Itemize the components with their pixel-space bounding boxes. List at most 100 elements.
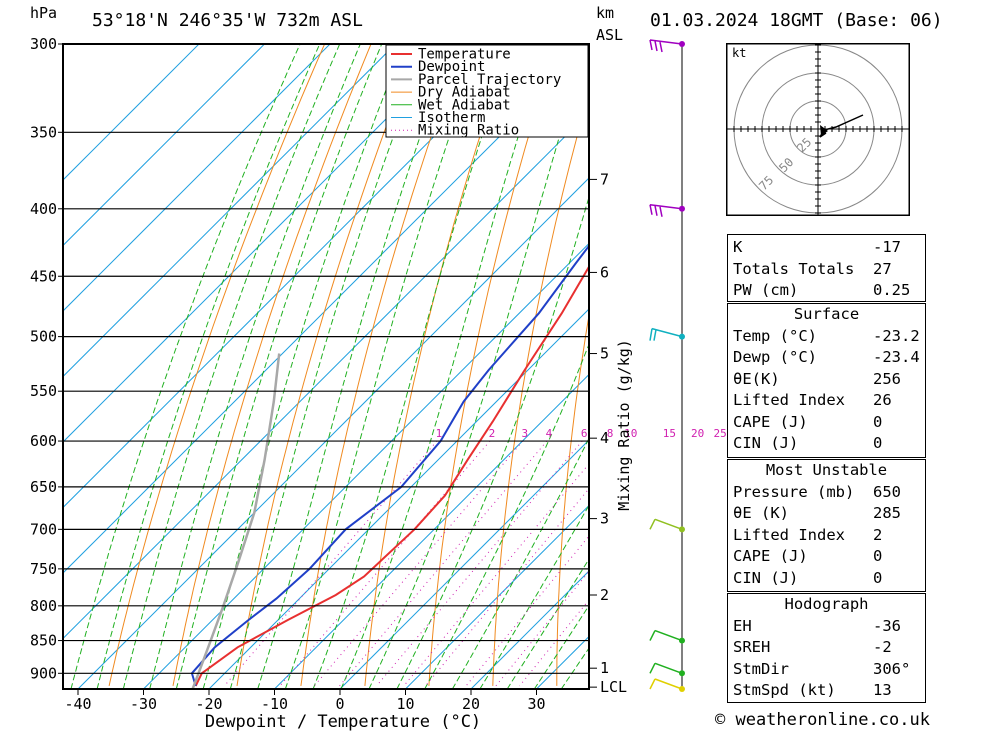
hodograph_params-key: SREH <box>733 638 771 656</box>
mixing-ratio-label: 8 <box>607 427 614 440</box>
isotherm-line <box>77 177 589 689</box>
mixing-ratio-line <box>313 440 524 687</box>
hodograph-unit: kt <box>732 46 746 60</box>
indices-key: Totals Totals <box>733 259 855 278</box>
wind-barb <box>649 662 683 675</box>
hodograph_params-key: StmDir <box>733 659 789 678</box>
wind-barb <box>649 678 683 690</box>
wet-adiabat-line <box>96 44 321 689</box>
most-unstable-title: Most Unstable <box>765 461 888 479</box>
dry-adiabat-line <box>961 44 1000 686</box>
pressure-tick-label: 500 <box>30 328 57 346</box>
surface-row: Lifted Index 26 <box>728 390 925 412</box>
mixing-ratio-label: 10 <box>624 427 637 440</box>
legend-entry: Temperature <box>418 47 511 63</box>
most-unstable-box: Most Unstable Pressure (mb) 650 θE (K) 285 L… <box>727 459 926 592</box>
wind-barb <box>649 518 683 531</box>
surface-value: 256 <box>873 369 901 388</box>
series-dewpoint <box>190 244 589 687</box>
legend-entry: Mixing Ratio <box>418 123 519 139</box>
surface-key: Lifted Index <box>733 391 845 409</box>
plot-frame <box>62 43 590 690</box>
legend-box <box>385 44 589 138</box>
most_unstable-key: Pressure (mb) <box>733 482 855 501</box>
datetime-title: 01.03.2024 18GMT (Base: 06) <box>650 10 943 31</box>
isotherm-line <box>63 44 527 509</box>
wind-barb <box>649 204 683 217</box>
temp-tick-label: 20 <box>462 695 480 713</box>
temp-tick-label: -40 <box>64 695 91 713</box>
hodograph_params-row: SREH -2 <box>728 637 925 659</box>
hodograph_params-value: -36 <box>873 616 901 635</box>
most_unstable-key: CIN (J) <box>733 568 799 587</box>
surface-row: CAPE (J) 0 <box>728 412 925 434</box>
pressure-tick-label: 850 <box>30 632 57 650</box>
pressure-tick-label: 450 <box>30 267 57 285</box>
wet-adiabat-line <box>257 44 455 689</box>
indices-key: PW (cm) <box>733 281 799 299</box>
hodograph_params-row: StmDir 306° <box>728 659 925 681</box>
hodograph-params-title: Hodograph <box>784 595 869 613</box>
surface-row: CIN (J) 0 <box>728 433 925 455</box>
plot-area <box>63 44 1000 689</box>
dry-adiabat-line <box>492 90 589 686</box>
most_unstable-value: 0 <box>873 547 883 565</box>
most_unstable-row: CIN (J) 0 <box>728 568 925 590</box>
mixing-ratio-label: 25 <box>713 427 726 440</box>
pressure-tick-label: 700 <box>30 520 57 538</box>
wet-adiabat-line <box>70 44 301 689</box>
most_unstable-key: CAPE (J) <box>733 547 808 565</box>
pressure-tick-label: 800 <box>30 597 57 615</box>
wet-adiabat-line <box>533 604 589 689</box>
dry-adiabat-line <box>300 44 465 686</box>
isotherm-line <box>470 570 589 689</box>
series-parcel-trajectory <box>191 353 281 689</box>
hpa-label: hPa <box>30 4 58 22</box>
surface-row: Dewp (°C) -23.4 <box>728 347 925 369</box>
mixing-ratio-axis-label: Mixing Ratio (g/kg) <box>615 339 633 511</box>
most_unstable-key: θE (K) <box>733 504 789 522</box>
copyright[interactable]: © weatheronline.co.uk <box>715 710 930 730</box>
isotherm-line <box>63 111 589 640</box>
indices-key: K <box>733 238 743 256</box>
surface-key: CAPE (J) <box>733 412 808 431</box>
pressure-tick-label: 650 <box>30 478 57 496</box>
isotherm-line <box>63 46 589 574</box>
surface-row: θE(K) 256 <box>728 369 925 391</box>
isotherm-line <box>274 373 589 689</box>
legend-entry: Wet Adiabat <box>418 97 511 113</box>
isotherm-line <box>63 44 396 378</box>
km-tick-label: 5 <box>600 345 609 363</box>
most_unstable-value: 0 <box>873 568 883 587</box>
most_unstable-row: θE (K) 285 <box>728 503 925 525</box>
hodograph_params-value: 306° <box>873 659 911 678</box>
km-tick-label: 4 <box>600 429 609 447</box>
surface-value: 26 <box>873 391 892 409</box>
km-tick-label: 2 <box>600 586 609 604</box>
dry-adiabat-line <box>172 44 372 686</box>
temp-tick-label: -10 <box>261 695 288 713</box>
wet-adiabat-line <box>368 44 589 689</box>
wind-barb <box>649 629 683 642</box>
indices-value: 0.25 <box>873 281 911 299</box>
isotherm-line <box>63 44 462 443</box>
mixing-ratio-line <box>403 463 589 687</box>
wet-adiabat-line <box>149 44 361 689</box>
pressure-tick-label: 400 <box>30 200 57 218</box>
pressure-tick-label: 550 <box>30 382 57 400</box>
isotherm-line <box>405 504 589 689</box>
dry-adiabat-line <box>236 44 418 686</box>
surface-value: -23.4 <box>873 348 920 366</box>
wet-adiabat-line <box>229 44 429 689</box>
pressure-tick-label: 750 <box>30 560 57 578</box>
indices-row: PW (cm) 0.25 <box>728 280 925 302</box>
surface-key: Temp (°C) <box>733 326 817 345</box>
pressure-tick-label: 350 <box>30 123 57 141</box>
wet-adiabat-line <box>312 44 514 689</box>
mixing-ratio-label: 20 <box>691 427 704 440</box>
legend-entry: Isotherm <box>418 110 485 126</box>
hodograph_params-key: StmSpd (kt) <box>733 681 836 699</box>
km-tick-label: 1 <box>600 659 609 677</box>
hodograph_params-value: 13 <box>873 681 892 699</box>
